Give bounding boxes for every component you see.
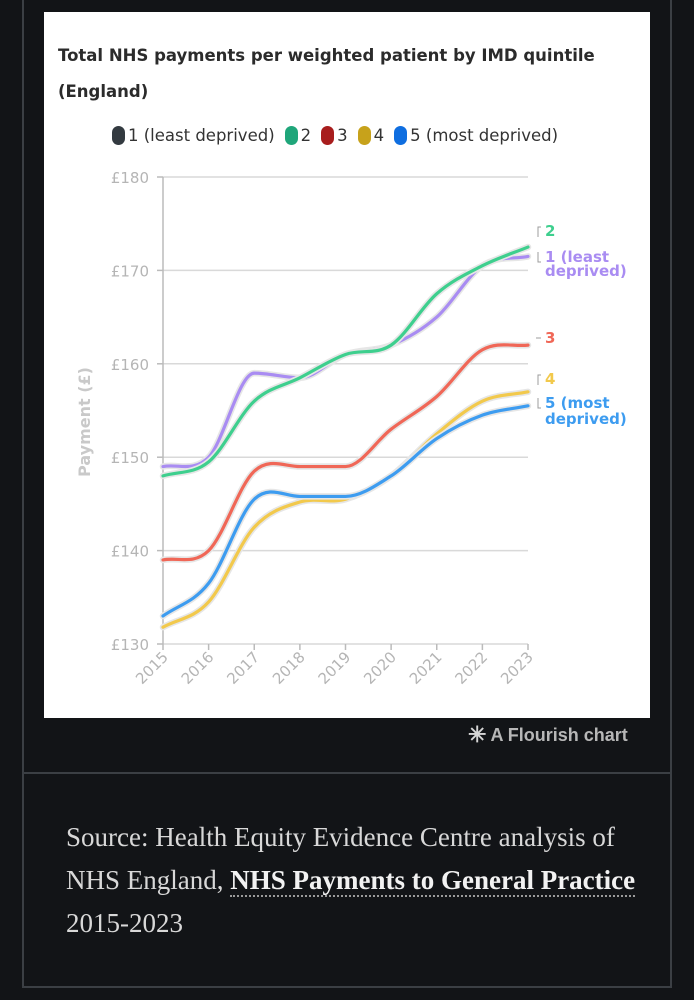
end-label-1: 1 (least deprived) (545, 248, 627, 280)
legend-swatch-3 (321, 125, 335, 145)
source-link[interactable]: NHS Payments to General Practice (230, 865, 636, 897)
source-suffix: 2015-2023 (66, 908, 183, 938)
flourish-attribution[interactable]: ✳ A Flourish chart (468, 722, 628, 748)
x-tick-label: 2019 (315, 648, 355, 688)
end-label-5: 5 (most deprived) (545, 394, 627, 428)
article-frame (22, 0, 672, 988)
y-axis-title: Payment (£) (75, 367, 94, 477)
x-tick-label: 2023 (497, 648, 537, 688)
end-label-connector-4 (537, 374, 541, 385)
end-label-3: 3 (545, 329, 555, 347)
legend-item-2[interactable]: 2 (284, 125, 312, 145)
legend-item-5[interactable]: 5 (most deprived) (394, 125, 559, 145)
chart-card (44, 12, 650, 718)
y-tick-label: £170 (111, 262, 149, 280)
flourish-star-icon: ✳ (468, 722, 487, 747)
legend-item-4[interactable]: 4 (357, 125, 385, 145)
legend-item-1[interactable]: 1 (least deprived) (112, 125, 275, 145)
end-label-connector-5 (537, 398, 541, 409)
section-divider (22, 772, 672, 774)
y-tick-label: £150 (111, 449, 149, 467)
end-labels: 1 (least deprived) 2 3 4 5 (most deprived) (536, 222, 627, 428)
y-tick-label: £140 (111, 543, 149, 561)
series-line-4[interactable] (161, 390, 530, 629)
x-tick-label: 2022 (451, 648, 491, 688)
x-tick-label: 2021 (406, 648, 446, 688)
source-note: Source: Health Equity Evidence Centre an… (66, 816, 646, 945)
legend-label-3: 3 (337, 125, 348, 145)
x-tick-label: 2016 (178, 648, 218, 688)
legend-label-4: 4 (373, 125, 385, 145)
x-tick-label: 2018 (269, 648, 309, 688)
legend-label-1: 1 (least deprived) (128, 125, 275, 145)
y-tick-label: £160 (111, 356, 149, 374)
series-line-5[interactable] (161, 404, 530, 618)
legend-item-3[interactable]: 3 (321, 125, 348, 145)
x-tick-label: 2015 (132, 648, 172, 688)
legend-label-2: 2 (300, 125, 312, 145)
legend-swatch-4 (357, 125, 371, 145)
x-tick-label: 2017 (223, 648, 263, 688)
y-tick-label: £130 (111, 636, 149, 654)
line-chart: £130 £140 £150 £160 £170 £180 2015 2016 2017 2018… (75, 169, 627, 688)
series-line-3[interactable] (161, 343, 530, 562)
end-label-4: 4 (545, 370, 555, 388)
chart-title: Total NHS payments per weighted patient … (58, 46, 595, 101)
x-tick-label: 2020 (360, 648, 400, 688)
series-line-2[interactable] (161, 245, 530, 478)
series-lines (159, 243, 532, 631)
legend-swatch-1 (112, 125, 125, 145)
source-prefix: Source: Health Equity Evidence Centre an… (66, 822, 615, 895)
chart-legend: 1 (least deprived) 2 3 4 5 (most deprive… (112, 122, 568, 148)
y-tick-label: £180 (111, 169, 149, 187)
flourish-attribution-text: A Flourish chart (490, 724, 628, 745)
end-label-connector-1 (537, 252, 541, 263)
series-shadow-1 (159, 253, 532, 470)
end-label-connector-2 (537, 226, 541, 237)
legend-label-5: 5 (most deprived) (410, 125, 559, 145)
legend-swatch-5 (394, 125, 408, 145)
end-label-2: 2 (545, 222, 555, 240)
legend-swatch-2 (284, 125, 298, 145)
